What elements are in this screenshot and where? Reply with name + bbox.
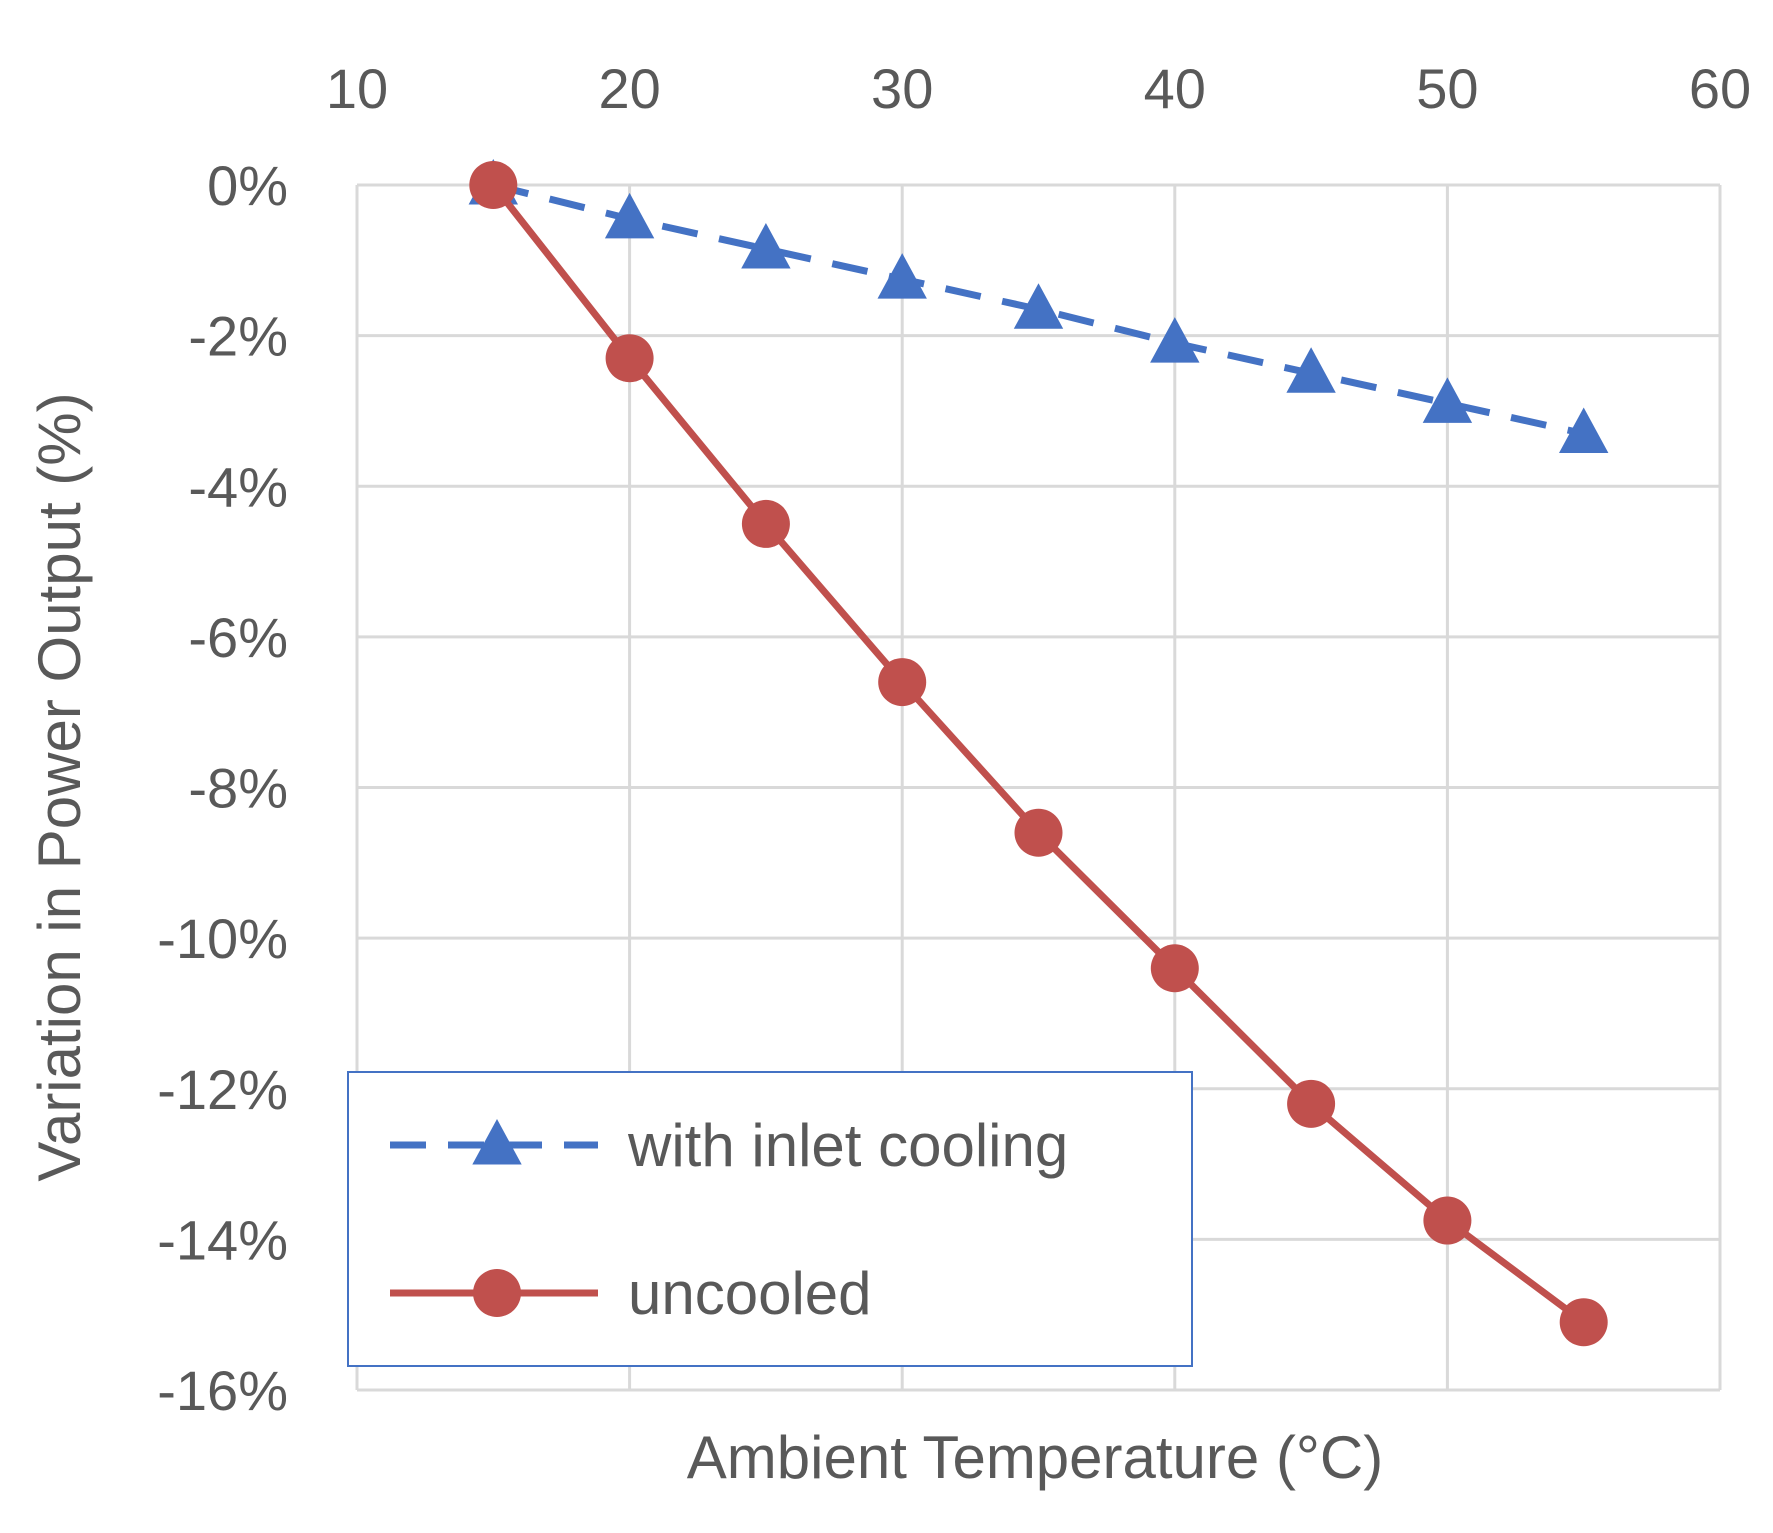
y-tick-label: -12% xyxy=(157,1058,288,1121)
x-axis-ticks: 10 20 30 40 50 60 xyxy=(326,57,1751,120)
y-tick-label: -10% xyxy=(157,907,288,970)
legend-label-uncooled: uncooled xyxy=(628,1260,872,1327)
y-tick-label: -14% xyxy=(157,1208,288,1271)
data-point-circle xyxy=(878,658,927,707)
data-point-triangle xyxy=(604,192,655,239)
data-point-circle xyxy=(469,161,518,209)
legend: with inlet cooling uncooled xyxy=(347,1071,1193,1367)
x-tick-label: 10 xyxy=(326,57,388,120)
data-point-triangle xyxy=(877,253,927,299)
series-uncooled xyxy=(469,161,1608,1347)
data-point-triangle xyxy=(1150,317,1200,363)
data-point-triangle xyxy=(1286,347,1336,393)
data-point-circle xyxy=(1559,1298,1608,1347)
legend-label-with-inlet-cooling: with inlet cooling xyxy=(627,1112,1068,1179)
y-axis-ticks: 0% -2% -4% -6% -8% -10% -12% -14% -16% xyxy=(157,154,288,1422)
y-tick-label: -2% xyxy=(188,305,288,368)
y-tick-label: -8% xyxy=(188,757,288,820)
series-layer xyxy=(468,159,1609,1347)
y-tick-label: -16% xyxy=(157,1359,288,1422)
data-point-circle xyxy=(1423,1196,1472,1245)
x-tick-label: 20 xyxy=(598,57,660,120)
data-point-circle xyxy=(741,499,790,548)
data-point-circle xyxy=(1014,808,1063,857)
legend-marker-triangle xyxy=(472,1119,522,1165)
x-tick-label: 30 xyxy=(871,57,933,120)
x-tick-label: 50 xyxy=(1416,57,1478,120)
legend-marker-circle xyxy=(473,1269,521,1317)
series-line xyxy=(492,181,1585,437)
y-tick-label: -6% xyxy=(188,606,288,669)
y-tick-label: -4% xyxy=(188,455,288,518)
x-tick-label: 60 xyxy=(1689,57,1751,120)
data-point-triangle xyxy=(1422,377,1473,423)
data-point-circle xyxy=(1287,1079,1336,1128)
data-point-circle xyxy=(1150,944,1199,993)
y-tick-label: 0% xyxy=(207,154,288,217)
x-axis-title: Ambient Temperature (°C) xyxy=(687,1424,1383,1491)
data-point-circle xyxy=(605,334,654,383)
x-tick-label: 40 xyxy=(1144,57,1206,120)
series-with-inlet-cooling xyxy=(468,159,1609,454)
legend-box xyxy=(347,1071,1193,1367)
data-point-triangle xyxy=(1559,407,1609,454)
data-point-triangle xyxy=(741,223,791,269)
y-axis-title: Variation in Power Output (%) xyxy=(26,392,93,1181)
data-point-triangle xyxy=(1013,283,1064,329)
